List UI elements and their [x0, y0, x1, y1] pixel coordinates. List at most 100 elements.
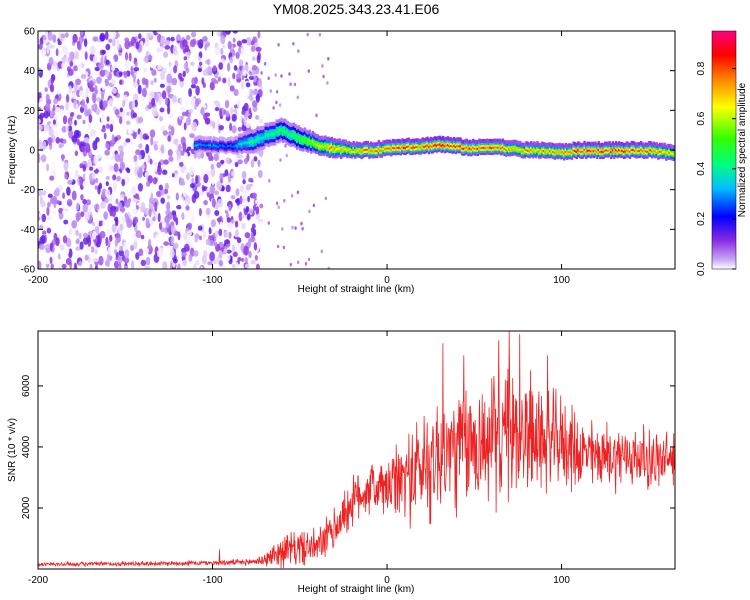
spectrogram-cell [605, 141, 608, 146]
spectrogram-cell [201, 36, 208, 42]
spectrogram-cell [224, 239, 230, 245]
spectrogram-cell [335, 139, 338, 143]
spectrogram-cell [443, 137, 446, 142]
spectrogram-cell [292, 135, 296, 140]
spectrogram-cell [333, 141, 337, 145]
spectrogram-cell [520, 142, 523, 147]
spectrogram-cell [218, 260, 224, 267]
spectrogram-cell [65, 257, 72, 266]
spectrogram-cell [137, 116, 144, 124]
spectrogram-cell [188, 88, 193, 97]
spectrogram-cell [61, 62, 65, 70]
spectrogram-cell [107, 246, 113, 255]
spectrogram-cell [142, 47, 146, 53]
spectrogram-cell [58, 166, 63, 172]
spectrogram-cell [217, 138, 220, 142]
spectrogram-cell [117, 255, 123, 264]
spectrogram-cell [297, 135, 300, 140]
colorbar: 0.00.20.40.60.8 Normalized spectral ampl… [696, 30, 748, 276]
spectrogram-cell [98, 62, 104, 70]
spectrogram-cell [267, 221, 270, 225]
spectrogram-cell [349, 154, 352, 159]
spectrogram-cell [347, 147, 351, 152]
spectrogram-cell [621, 141, 624, 146]
spectrogram-cell [111, 223, 117, 233]
spectrogram-cell [649, 141, 652, 146]
spectrogram-cell [168, 124, 173, 131]
spectrogram-cell [296, 190, 300, 195]
spectrogram-cell [135, 149, 141, 156]
spectrogram-cell [243, 116, 247, 126]
spectrogram-cell [244, 137, 247, 142]
spectrogram-cell [109, 234, 113, 242]
spectrogram-cell [63, 161, 69, 171]
spectrogram-cell [283, 121, 286, 126]
spectrogram-cell [260, 71, 263, 75]
spectrogram-cell [531, 142, 534, 147]
spectrogram-cell [289, 139, 293, 144]
spectrogram-cell [237, 143, 241, 148]
spectrogram-cell [92, 230, 97, 240]
spectrogram-cell [308, 147, 311, 152]
spectrogram-cell [303, 127, 307, 132]
spectrogram-cell [460, 139, 464, 144]
spectrogram-cell [299, 143, 302, 148]
spectrogram-cell [62, 139, 67, 144]
y-tick-label: 60 [24, 27, 36, 38]
spectrogram-cell [297, 145, 300, 149]
spectrogram-cell [73, 262, 78, 269]
spectrogram-cell [198, 208, 202, 217]
spectrogram-cell [179, 161, 184, 167]
spectrogram-cell [258, 130, 261, 135]
spectrogram-cell [90, 153, 94, 164]
spectrogram-cell [390, 140, 393, 145]
spectrogram-cell [84, 254, 89, 261]
spectrogram-cell [75, 103, 79, 111]
spectrogram-cell [234, 140, 238, 145]
spectrogram-cell [311, 131, 315, 135]
spectrogram-cell [326, 81, 329, 85]
spectrogram-cell [347, 145, 351, 149]
spectrogram-cell [132, 198, 138, 203]
spectrogram-cell [245, 146, 249, 151]
spectrogram-cell [285, 153, 288, 158]
spectrogram-cell [286, 140, 289, 145]
spectrogram-cell [130, 186, 137, 196]
spectrogram-x-axis: -200 -100 0 100 [28, 31, 570, 286]
spectrogram-cell [280, 137, 283, 142]
spectrogram-cell [224, 99, 230, 109]
y-tick-label: -60 [21, 265, 36, 276]
spectrogram-cell [368, 143, 371, 147]
spectrogram-cell [150, 136, 154, 146]
spectrogram-cell [119, 150, 125, 157]
spectrogram-cell [53, 98, 58, 105]
spectrogram-cell [339, 143, 343, 147]
spectrogram-cell [173, 138, 179, 145]
spectrogram-cell [67, 179, 73, 185]
spectrogram-cell [88, 114, 93, 123]
spectrogram-cell [449, 137, 453, 142]
spectrogram-cell [130, 260, 135, 269]
spectrogram-cell [168, 61, 172, 68]
spectrogram-cell [253, 156, 258, 162]
spectrogram-cell [398, 138, 401, 143]
spectrogram-cell [195, 175, 199, 184]
spectrogram-cell [316, 147, 319, 152]
spectrogram-cell [278, 128, 282, 133]
spectrogram-cell [95, 97, 102, 102]
spectrogram-cell [244, 146, 247, 151]
spectrogram-cell [302, 128, 305, 133]
spectrogram-cell [261, 132, 264, 137]
spectrogram-cell [215, 229, 219, 238]
spectrogram-cell [307, 142, 310, 147]
spectrogram-cell [51, 195, 58, 204]
spectrogram-cell [117, 201, 122, 209]
spectrogram-cell [294, 134, 297, 138]
spectrogram-cell [173, 258, 178, 264]
spectrogram-cell [109, 165, 115, 172]
y-tick-label: 4000 [21, 435, 32, 458]
spectrogram-cell [205, 207, 211, 216]
spectrogram-cell [327, 139, 330, 144]
spectrogram-cell [545, 142, 549, 147]
spectrogram-cell [136, 205, 139, 210]
